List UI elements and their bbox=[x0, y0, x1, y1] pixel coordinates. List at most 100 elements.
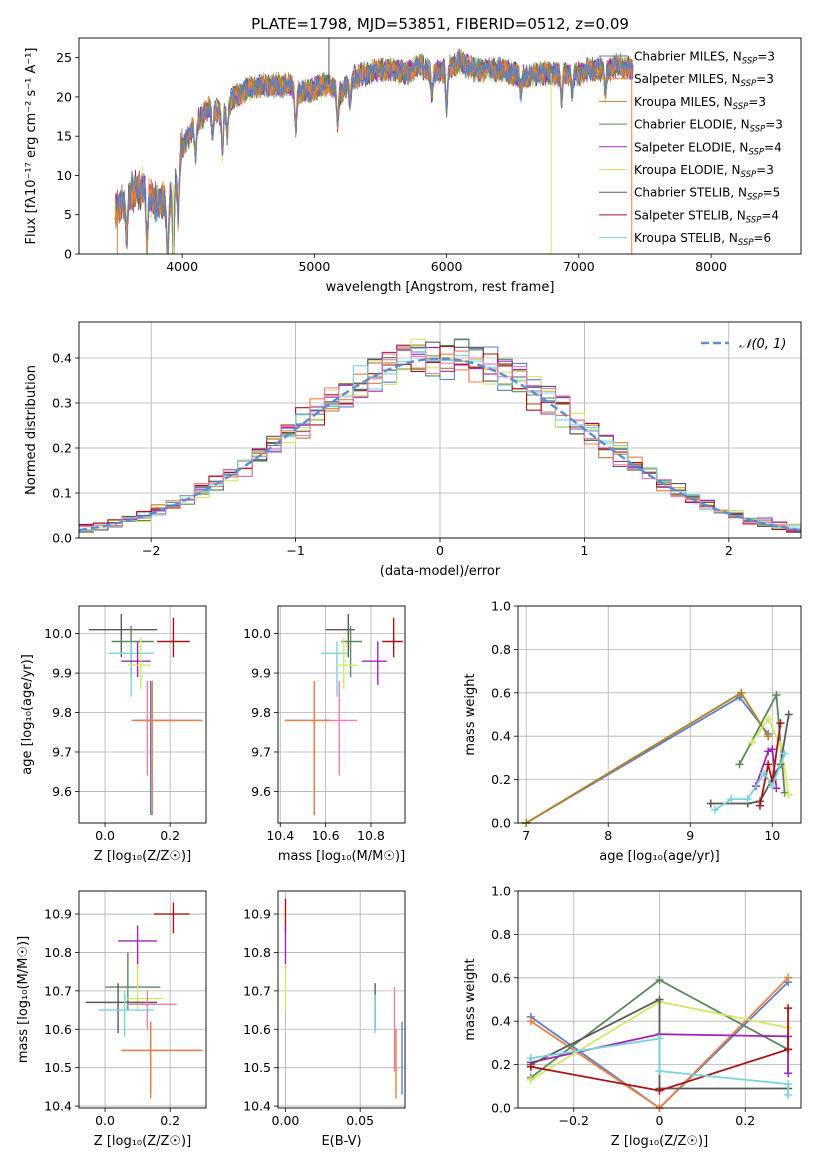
axes-frame bbox=[78, 605, 207, 824]
y-tick-label: 10.5 bbox=[243, 1060, 271, 1075]
x-tick-label: 7000 bbox=[563, 259, 595, 274]
y-tick-label: 9.9 bbox=[251, 666, 271, 681]
weight-marker bbox=[764, 747, 773, 756]
x-tick-label: 8000 bbox=[695, 259, 727, 274]
error-bar bbox=[382, 617, 403, 658]
legend-label: Chabrier MILES, NSSP=3 bbox=[634, 50, 775, 67]
error-bar bbox=[85, 983, 158, 1034]
weight-marker bbox=[727, 795, 736, 804]
y-axis-label: mass weight bbox=[463, 958, 478, 1040]
error-bar bbox=[108, 641, 154, 697]
weight-line bbox=[751, 716, 790, 795]
weight-line bbox=[759, 723, 782, 806]
x-tick-label: 0.2 bbox=[160, 1113, 180, 1128]
error-bar bbox=[153, 902, 190, 934]
axes-frame bbox=[277, 890, 406, 1109]
y-tick-label: 9.9 bbox=[52, 666, 72, 681]
weight-marker bbox=[784, 790, 793, 799]
x-tick-label: 10.8 bbox=[357, 828, 385, 843]
y-tick-label: 10 bbox=[56, 168, 72, 183]
error-bar bbox=[157, 617, 190, 658]
weight-line bbox=[714, 753, 786, 811]
x-tick-label: 0.2 bbox=[735, 1113, 755, 1128]
x-tick-label: −2 bbox=[142, 543, 160, 558]
figure-title: PLATE=1798, MJD=53851, FIBERID=0512, z=0… bbox=[251, 15, 629, 33]
y-tick-label: 9.6 bbox=[251, 784, 271, 799]
x-tick-label: 6000 bbox=[431, 259, 463, 274]
error-bar bbox=[118, 925, 158, 968]
x-tick-label: 0.05 bbox=[346, 1113, 374, 1128]
error-bar bbox=[341, 625, 362, 678]
mass-vs-extinction-panel: 0.00 0.05 10.4 10.5 10.6 10.7 10.8 10.9 E(B-V) bbox=[243, 890, 406, 1149]
error-bar bbox=[88, 613, 158, 658]
weight-marker bbox=[743, 795, 752, 804]
weight-marker bbox=[655, 1067, 664, 1076]
weight-marker bbox=[784, 1045, 793, 1054]
y-tick-label: 1.0 bbox=[491, 884, 511, 899]
x-tick-label: 10 bbox=[764, 828, 780, 843]
weight-marker bbox=[526, 1054, 535, 1063]
weight-line bbox=[530, 1008, 789, 1092]
weight-marker bbox=[747, 738, 756, 747]
y-tick-label: 9.7 bbox=[251, 744, 271, 759]
y-tick-label: 10.6 bbox=[44, 1022, 72, 1037]
spectrum-panel: 4000 5000 6000 7000 8000 0 5 10 15 20 25 wavelength… bbox=[24, 37, 802, 295]
weight-marker bbox=[764, 732, 773, 741]
weight-marker bbox=[655, 1034, 664, 1043]
weight-marker bbox=[772, 690, 781, 699]
x-tick-label: −0.2 bbox=[559, 1113, 589, 1128]
y-tick-label: 0.8 bbox=[491, 927, 511, 942]
y-tick-label: 10.9 bbox=[243, 907, 271, 922]
legend-label: Salpeter MILES, NSSP=3 bbox=[634, 72, 774, 89]
x-tick-label: 9 bbox=[686, 828, 694, 843]
spectrum-line bbox=[115, 49, 632, 254]
x-tick-label: 4000 bbox=[166, 259, 198, 274]
age-vs-metallicity-panel: 0.0 0.2 9.6 9.7 9.8 9.9 10.0 Z [log₁₀(Z/Z☉)] age… bbox=[20, 605, 207, 864]
axes-frame bbox=[277, 605, 406, 824]
legend-label: 𝒩(0, 1) bbox=[739, 337, 786, 352]
weight-marker bbox=[735, 760, 744, 769]
weight-marker bbox=[780, 749, 789, 758]
weight-marker bbox=[706, 799, 715, 808]
weight-marker bbox=[526, 1075, 535, 1084]
weight-marker bbox=[784, 1004, 793, 1013]
x-tick-label: 0.0 bbox=[95, 828, 115, 843]
x-tick-label: 5000 bbox=[298, 259, 330, 274]
y-tick-label: 0.4 bbox=[52, 351, 72, 366]
legend-label: Salpeter STELIB, NSSP=4 bbox=[634, 208, 779, 225]
weight-marker bbox=[526, 1062, 535, 1071]
weight-marker bbox=[784, 710, 793, 719]
legend-label: Chabrier STELIB, NSSP=5 bbox=[634, 186, 780, 203]
axes-frame bbox=[517, 605, 802, 824]
weight-marker bbox=[655, 975, 664, 984]
y-tick-label: 9.6 bbox=[52, 784, 72, 799]
y-tick-label: 0.1 bbox=[52, 486, 72, 501]
histogram-step bbox=[79, 345, 801, 531]
weight-marker bbox=[764, 714, 773, 723]
weight-marker bbox=[655, 1086, 664, 1095]
weight-marker bbox=[780, 788, 789, 797]
error-bar bbox=[325, 680, 358, 776]
y-tick-label: 10.8 bbox=[243, 945, 271, 960]
x-tick-label: 0.2 bbox=[160, 828, 180, 843]
x-tick-label: 0 bbox=[656, 1113, 664, 1128]
x-tick-label: 10.4 bbox=[266, 828, 294, 843]
weight-marker bbox=[755, 801, 764, 810]
y-tick-label: 10.0 bbox=[44, 626, 72, 641]
axes-frame bbox=[78, 321, 802, 539]
y-tick-label: 0.4 bbox=[491, 1014, 511, 1029]
x-tick-label: 1 bbox=[580, 543, 588, 558]
error-bar bbox=[121, 1021, 203, 1099]
weight-marker bbox=[784, 973, 793, 982]
y-tick-label: 0 bbox=[64, 247, 72, 262]
error-bar bbox=[98, 990, 154, 1037]
y-tick-label: 5 bbox=[64, 207, 72, 222]
y-tick-label: 10.5 bbox=[44, 1060, 72, 1075]
weight-marker bbox=[710, 805, 719, 814]
histogram-step bbox=[79, 347, 801, 532]
x-axis-label: age [log₁₀(age/yr)] bbox=[599, 849, 720, 864]
spectrum-line bbox=[115, 49, 634, 254]
x-axis-label: (data-model)/error bbox=[380, 564, 501, 579]
x-axis-label: Z [log₁₀(Z/Z☉)] bbox=[94, 1134, 191, 1149]
